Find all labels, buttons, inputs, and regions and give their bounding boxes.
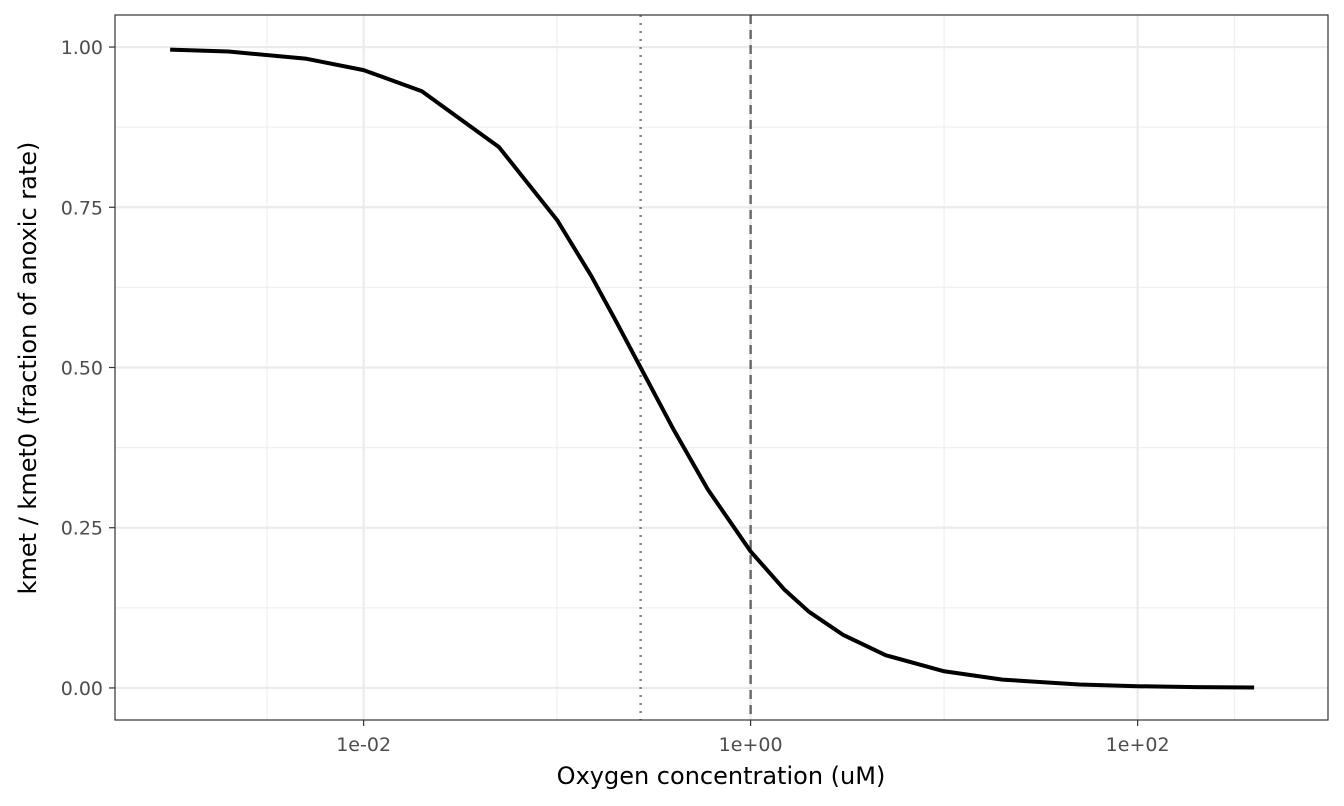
series-layer xyxy=(170,47,1255,690)
y-axis-title: kmet / kmet0 (fraction of anoxic rate) xyxy=(14,142,42,595)
series-line-0 xyxy=(170,47,1255,690)
y-tick-label: 0.75 xyxy=(61,197,103,219)
y-axis-ticks: 0.00 0.25 0.50 0.75 1.00 xyxy=(61,37,115,700)
x-tick-label: 1e-02 xyxy=(336,734,391,756)
x-tick-label: 1e+02 xyxy=(1106,734,1170,756)
x-tick-label: 1e+00 xyxy=(719,734,783,756)
x-axis-ticks: 1e-02 1e+00 1e+02 xyxy=(336,720,1170,756)
y-tick-label: 0.25 xyxy=(61,518,103,540)
y-tick-label: 1.00 xyxy=(61,37,103,59)
x-axis-title: Oxygen concentration (uM) xyxy=(557,762,886,790)
y-tick-label: 0.00 xyxy=(61,678,103,700)
y-tick-label: 0.50 xyxy=(61,358,103,380)
